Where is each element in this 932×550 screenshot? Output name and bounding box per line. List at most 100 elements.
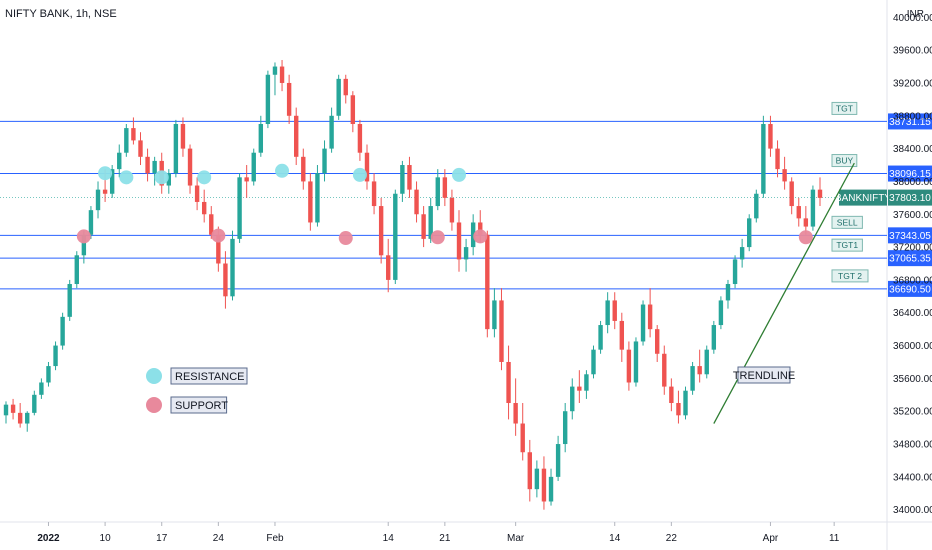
- time-tick-label: 22: [666, 533, 678, 544]
- candle-body: [747, 218, 752, 248]
- legend: RESISTANCE SUPPORT: [146, 367, 248, 414]
- candle-body: [350, 95, 356, 124]
- resistance-marker: [275, 163, 290, 178]
- candle-body: [421, 214, 426, 239]
- chart-title: NIFTY BANK, 1h, NSE: [5, 8, 117, 20]
- last-price-label: 37803.10: [889, 193, 931, 204]
- legend-label: SUPPORT: [175, 400, 228, 412]
- candle-body: [796, 206, 801, 219]
- price-tick-label: 39600.00: [893, 46, 932, 57]
- candle-body: [32, 394, 37, 413]
- candle-body: [669, 386, 674, 404]
- candle-body: [683, 390, 688, 416]
- candle-body: [449, 197, 455, 223]
- candle-body: [124, 128, 129, 153]
- candle-body: [598, 325, 603, 350]
- price-axis: 34000.00 34400.00 34800.00 35200.00 35600.00…: [893, 13, 932, 516]
- trendline: [713, 162, 855, 424]
- markers: [76, 163, 813, 246]
- candle-body: [463, 247, 469, 260]
- candle-body: [754, 193, 759, 219]
- legend-swatch: [146, 397, 162, 413]
- resistance-marker: [98, 166, 113, 181]
- last-price-tag: [888, 189, 932, 206]
- candle-body: [739, 247, 745, 260]
- candle-body: [272, 66, 278, 75]
- time-tick-label: Mar: [507, 533, 525, 544]
- candle-body: [138, 140, 143, 157]
- price-tick-label: 34400.00: [893, 472, 932, 483]
- candle-body: [711, 325, 717, 350]
- time-tick-label: 21: [439, 533, 451, 544]
- candle-body: [676, 403, 681, 416]
- resistance-marker: [119, 170, 134, 185]
- candle-body: [223, 263, 228, 297]
- candle-body: [768, 123, 773, 149]
- candle-body: [697, 366, 702, 375]
- price-tick-label: 36800.00: [893, 275, 932, 286]
- candle-body: [117, 152, 122, 170]
- candle-body: [725, 284, 731, 301]
- level-tag-label: SELL: [837, 217, 858, 227]
- candle-body: [145, 156, 150, 174]
- candle-body: [570, 386, 575, 412]
- price-tick-label: 38400.00: [893, 144, 932, 155]
- legend-box: [170, 367, 248, 385]
- candle-body: [400, 165, 405, 194]
- price-tick-label: 38800.00: [893, 111, 932, 122]
- level-price-tag: [888, 227, 932, 244]
- candle-body: [166, 173, 171, 186]
- candle-body: [655, 329, 660, 354]
- horizontal-levels: 38731.15 TGT 38096.15 BUY 37343.05 SELL 37065.…: [0, 101, 932, 297]
- level-price-label: 37343.05: [889, 231, 931, 242]
- candle-body: [782, 169, 787, 182]
- candle-body: [109, 169, 115, 194]
- price-tick-label: 37200.00: [893, 243, 932, 254]
- candle-body: [357, 123, 363, 153]
- candle-body: [456, 222, 462, 260]
- time-tick-label: Feb: [266, 533, 284, 544]
- candle-body: [371, 181, 377, 207]
- candle-body: [265, 74, 271, 124]
- candle-body: [485, 234, 490, 330]
- price-tick-label: 36400.00: [893, 308, 932, 319]
- time-tick-label: 14: [609, 533, 621, 544]
- level-price-tag: [888, 280, 932, 297]
- candle-body: [237, 177, 242, 239]
- time-tick-label: Apr: [763, 533, 779, 544]
- level-tag-box: [831, 154, 858, 168]
- candle-body: [279, 66, 285, 83]
- candle-body: [286, 82, 292, 116]
- candle-body: [315, 173, 320, 223]
- symbol-tag: [839, 189, 887, 206]
- candle-body: [60, 316, 65, 346]
- candle-body: [25, 412, 30, 424]
- candle-body: [732, 259, 738, 285]
- level-tag-box: [831, 238, 863, 252]
- level-price-tag: [888, 113, 932, 130]
- time-axis: 2022 10 17 24 Feb 14 21 Mar 14 22 Apr 11: [37, 522, 840, 544]
- candle-body: [810, 189, 816, 227]
- price-tick-label: 35600.00: [893, 374, 932, 385]
- candle-body: [74, 255, 79, 285]
- price-tick-label: 34800.00: [893, 440, 932, 451]
- price-tick-label: 38000.00: [893, 177, 932, 188]
- candle-body: [258, 123, 264, 153]
- candle-body: [102, 189, 108, 194]
- candle-body: [173, 123, 179, 174]
- candle-body: [527, 452, 532, 490]
- candle-body: [499, 300, 504, 362]
- candle-body: [10, 404, 16, 413]
- price-tick-label: 36000.00: [893, 341, 932, 352]
- candle-body: [216, 234, 221, 264]
- support-marker: [473, 229, 488, 244]
- candle-body: [152, 160, 157, 174]
- price-tick-label: 37600.00: [893, 210, 932, 221]
- time-tick-label: 17: [156, 533, 168, 544]
- candle-body: [619, 320, 625, 350]
- candle-body: [378, 206, 384, 256]
- candle-body: [95, 189, 101, 211]
- candle-body: [761, 123, 766, 194]
- level-tag-box: [831, 101, 858, 115]
